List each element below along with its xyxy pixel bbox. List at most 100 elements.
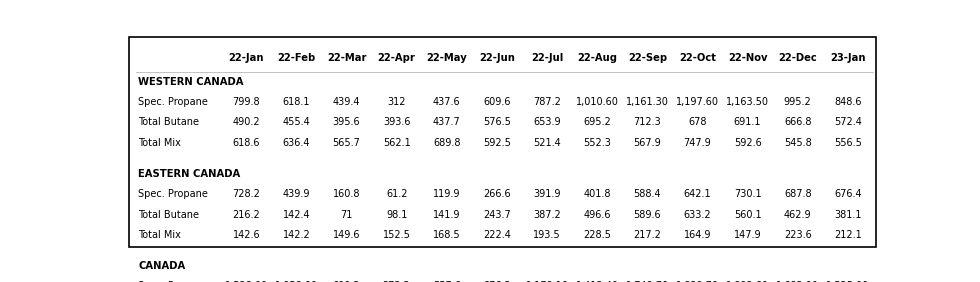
Text: 636.4: 636.4 [282,138,311,148]
Text: 373.2: 373.2 [383,281,411,282]
Text: 592.5: 592.5 [483,138,511,148]
Text: 799.8: 799.8 [232,97,260,107]
Text: Spec. Propane: Spec. Propane [138,97,209,107]
Text: 243.7: 243.7 [483,210,511,220]
Text: 212.1: 212.1 [834,230,861,240]
Text: Spec. Propane: Spec. Propane [138,189,209,199]
Text: 676.4: 676.4 [834,189,861,199]
Text: 876.2: 876.2 [483,281,511,282]
Text: 228.5: 228.5 [583,230,612,240]
Text: 98.1: 98.1 [386,210,408,220]
Text: 22-Aug: 22-Aug [577,53,617,63]
Text: 689.8: 689.8 [433,138,461,148]
Text: EASTERN CANADA: EASTERN CANADA [138,169,241,179]
Text: 730.1: 730.1 [734,189,761,199]
Text: 1,839.70: 1,839.70 [676,281,719,282]
Text: 22-Jul: 22-Jul [531,53,564,63]
Text: 141.9: 141.9 [433,210,461,220]
Text: 1,893.60: 1,893.60 [726,281,769,282]
Text: 401.8: 401.8 [583,189,611,199]
Text: 149.6: 149.6 [333,230,361,240]
Text: 588.4: 588.4 [633,189,662,199]
Text: 633.2: 633.2 [684,210,711,220]
Text: 609.6: 609.6 [483,97,511,107]
Text: 147.9: 147.9 [734,230,761,240]
Text: 381.1: 381.1 [834,210,861,220]
Text: 193.5: 193.5 [533,230,561,240]
Text: WESTERN CANADA: WESTERN CANADA [138,77,244,87]
Text: 567.9: 567.9 [633,138,662,148]
Text: 557.6: 557.6 [433,281,461,282]
Text: 618.1: 618.1 [282,97,311,107]
Text: 1,010.60: 1,010.60 [576,97,618,107]
Text: 1,179.10: 1,179.10 [525,281,568,282]
Text: 439.9: 439.9 [282,189,311,199]
Text: 216.2: 216.2 [232,210,260,220]
Text: 142.6: 142.6 [232,230,260,240]
Text: 691.1: 691.1 [734,117,761,127]
Text: 22-Jun: 22-Jun [479,53,514,63]
Text: 687.8: 687.8 [784,189,811,199]
Text: 592.6: 592.6 [734,138,761,148]
Text: 160.8: 160.8 [333,189,361,199]
Text: 848.6: 848.6 [834,97,861,107]
Text: 22-Apr: 22-Apr [377,53,416,63]
Text: 437.6: 437.6 [433,97,461,107]
Text: 1,163.50: 1,163.50 [726,97,769,107]
Text: 1,683.00: 1,683.00 [776,281,819,282]
Text: 618.6: 618.6 [232,138,260,148]
Text: 142.4: 142.4 [282,210,311,220]
Text: 152.5: 152.5 [383,230,411,240]
Text: 462.9: 462.9 [784,210,811,220]
Text: 312: 312 [387,97,406,107]
Text: 1,528.00: 1,528.00 [224,281,268,282]
Text: 747.9: 747.9 [684,138,711,148]
Text: 653.9: 653.9 [533,117,561,127]
Text: 164.9: 164.9 [684,230,711,240]
Text: 22-Oct: 22-Oct [679,53,716,63]
Text: 600.2: 600.2 [333,281,361,282]
Text: 560.1: 560.1 [734,210,761,220]
Text: 589.6: 589.6 [633,210,662,220]
Text: 666.8: 666.8 [784,117,811,127]
Text: Total Butane: Total Butane [138,210,200,220]
Text: 712.3: 712.3 [633,117,662,127]
Text: 572.4: 572.4 [834,117,861,127]
Text: 556.5: 556.5 [834,138,861,148]
Text: 222.4: 222.4 [483,230,511,240]
Text: 217.2: 217.2 [633,230,662,240]
Text: 22-Nov: 22-Nov [728,53,767,63]
Text: 695.2: 695.2 [583,117,612,127]
Text: 642.1: 642.1 [684,189,711,199]
Text: 22-Sep: 22-Sep [628,53,666,63]
Text: Total Mix: Total Mix [138,230,181,240]
Text: 552.3: 552.3 [583,138,612,148]
Text: 22-Feb: 22-Feb [277,53,316,63]
Text: 521.4: 521.4 [533,138,561,148]
Text: 562.1: 562.1 [383,138,411,148]
Text: 995.2: 995.2 [784,97,811,107]
Text: 728.2: 728.2 [232,189,261,199]
Text: 1,058.00: 1,058.00 [275,281,318,282]
Text: 119.9: 119.9 [433,189,461,199]
Text: 437.7: 437.7 [433,117,461,127]
Text: 142.2: 142.2 [282,230,311,240]
Text: CANADA: CANADA [138,261,185,271]
Text: 565.7: 565.7 [332,138,361,148]
Text: 496.6: 496.6 [583,210,611,220]
Text: 787.2: 787.2 [533,97,561,107]
Text: 439.4: 439.4 [333,97,361,107]
Text: 266.6: 266.6 [483,189,511,199]
Text: Spec. Propane: Spec. Propane [138,281,209,282]
Text: 678: 678 [688,117,707,127]
Text: 1,161.30: 1,161.30 [626,97,668,107]
Text: 223.6: 223.6 [784,230,811,240]
Text: 490.2: 490.2 [232,117,260,127]
Text: 391.9: 391.9 [533,189,561,199]
Text: 1,749.70: 1,749.70 [626,281,669,282]
Text: 1,412.40: 1,412.40 [575,281,618,282]
Text: 23-Jan: 23-Jan [830,53,865,63]
Text: 1,525.00: 1,525.00 [826,281,869,282]
Text: 1,197.60: 1,197.60 [676,97,719,107]
Text: 71: 71 [340,210,353,220]
